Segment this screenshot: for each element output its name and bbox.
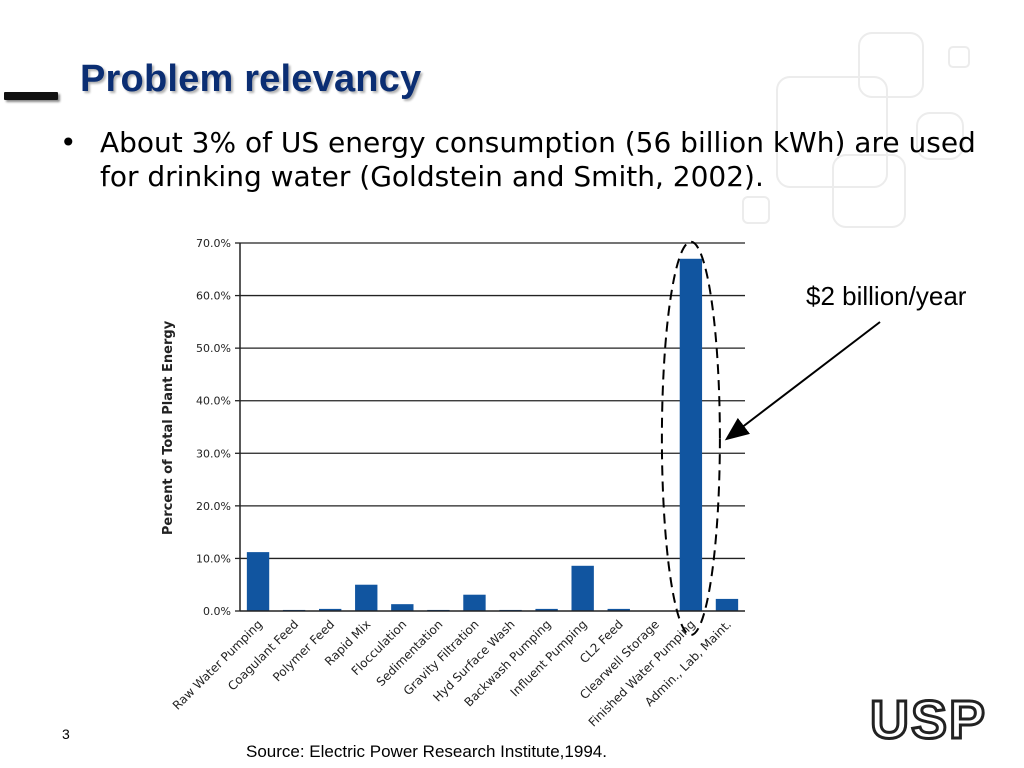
bar (571, 565, 594, 611)
bar (535, 608, 558, 611)
y-tick-label: 60.0% (196, 290, 231, 303)
y-tick-label: 70.0% (196, 237, 231, 250)
title-accent-bar (4, 92, 58, 100)
page-number: 3 (62, 726, 70, 742)
decorative-square (742, 196, 770, 224)
logo-text: USP (870, 690, 987, 746)
bar (607, 608, 630, 611)
decorative-square (948, 46, 970, 68)
bar (463, 594, 486, 611)
bullet-text: About 3% of US energy consumption (56 bi… (100, 126, 976, 193)
y-axis-title: Percent of Total Plant Energy (161, 320, 176, 535)
y-tick-label: 50.0% (196, 342, 231, 355)
bar (391, 604, 414, 611)
bar (355, 584, 378, 611)
source-citation: Source: Electric Power Research Institut… (246, 742, 607, 761)
decorative-square (858, 32, 924, 98)
y-tick-label: 40.0% (196, 395, 231, 408)
bar (246, 552, 270, 611)
y-tick-label: 0.0% (203, 605, 231, 618)
axes (235, 242, 745, 612)
decorative-square (916, 112, 964, 160)
highlight-ellipse (660, 240, 721, 636)
tick-labels: 0.0% 10.0% 20.0% 30.0% 40.0% 50.0% 60.0% 70.0% P… (161, 237, 734, 729)
bar (679, 258, 703, 611)
bar (318, 608, 342, 611)
decorative-square (832, 154, 906, 228)
slide-title: Problem relevancy (80, 58, 422, 100)
annotation-label: $2 billion/year (806, 281, 967, 311)
bullet-icon: • (60, 126, 77, 159)
y-tick-label: 30.0% (196, 447, 231, 460)
grid-lines (240, 242, 745, 560)
usp-logo: USP (869, 690, 987, 746)
bars (246, 258, 739, 611)
bar (715, 598, 739, 611)
y-tick-label: 10.0% (196, 552, 231, 565)
annotation-arrow (724, 321, 881, 441)
y-tick-label: 20.0% (196, 500, 231, 513)
